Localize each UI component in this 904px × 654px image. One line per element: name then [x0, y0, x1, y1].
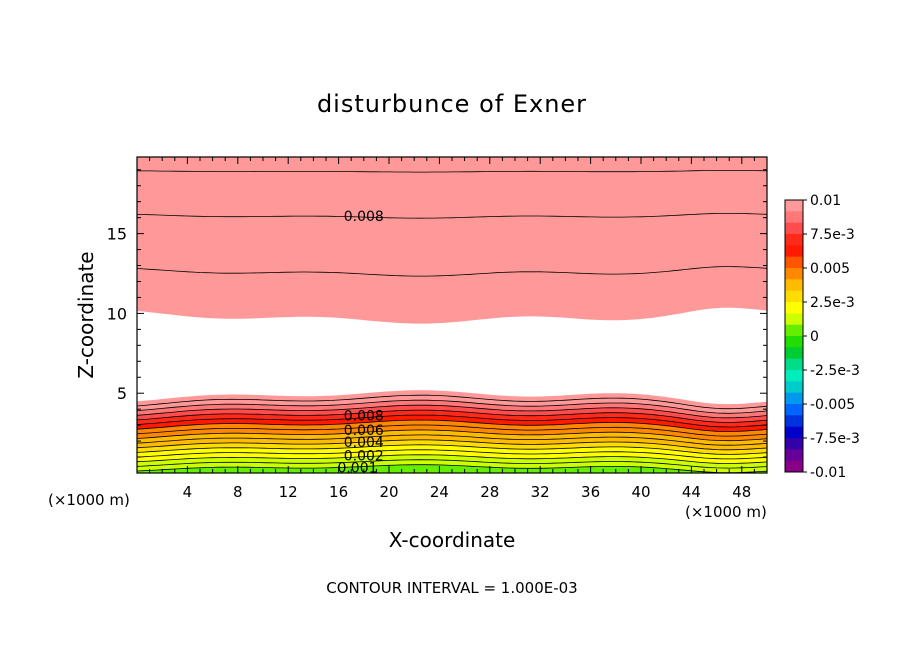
contour-line	[136, 409, 768, 423]
colorbar-swatch	[785, 256, 803, 269]
contour-line	[136, 439, 768, 451]
contour-line	[136, 424, 768, 437]
contour-label: 0.004	[344, 435, 384, 451]
chart-title: disturbunce of Exner	[317, 90, 587, 118]
colorbar-swatch	[785, 347, 803, 360]
colorbar-swatch	[785, 268, 803, 280]
contour-line	[136, 170, 768, 173]
colorbar-swatch	[785, 426, 803, 439]
contour-fill	[137, 157, 767, 473]
axis-ticks	[137, 157, 767, 473]
colorbar-swatch	[785, 324, 803, 337]
contour-line	[136, 266, 768, 277]
contour-lines	[136, 170, 768, 473]
x-tick-label: 24	[430, 483, 449, 501]
contour-label: 0.002	[344, 448, 384, 464]
y-axis-label: Z-coordinate	[74, 251, 98, 378]
x-tick-label: 16	[329, 483, 348, 501]
colorbar-swatch	[785, 290, 803, 303]
colorbar-swatch	[785, 381, 803, 394]
y-tick-label: 15	[107, 225, 127, 244]
colorbar-swatch	[785, 302, 803, 314]
y-tick-label: 10	[107, 304, 127, 323]
x-tick-label: 12	[279, 483, 298, 501]
x-tick-label: 40	[631, 483, 650, 501]
contour-line	[136, 414, 768, 428]
contour-line	[136, 459, 768, 469]
colorbar-swatch	[785, 438, 803, 450]
contour-label: 0.008	[344, 409, 384, 425]
colorbar-swatch	[785, 358, 803, 371]
contour-line	[136, 404, 768, 419]
colorbar-swatch	[785, 392, 803, 405]
y-tick-labels: 5 10 15	[107, 225, 127, 404]
colorbar-swatch	[785, 234, 803, 246]
contour-line	[136, 464, 768, 473]
contour-line	[136, 399, 768, 414]
colorbar-swatch	[785, 460, 803, 473]
colorbar-label: -0.005	[810, 397, 855, 413]
colorbar-swatch	[785, 279, 803, 292]
colorbar-label: -2.5e-3	[810, 363, 860, 379]
y-tick-label: 5	[117, 384, 127, 403]
colorbar-swatch	[785, 404, 803, 416]
colorbar-label: 0.005	[810, 261, 850, 277]
x-axis-label: X-coordinate	[389, 528, 516, 552]
x-tick-label: 28	[480, 483, 499, 501]
colorbar-label: 0	[810, 329, 819, 345]
contour-line	[136, 449, 768, 460]
colorbar-swatch	[785, 449, 803, 462]
colorbar-swatch	[785, 222, 803, 235]
contour-line	[136, 444, 768, 455]
colorbar-swatch	[785, 245, 803, 258]
contour-line	[136, 429, 768, 442]
x-tick-label: 20	[379, 483, 398, 501]
contour-line	[136, 434, 768, 446]
colorbar-label: -7.5e-3	[810, 431, 860, 447]
colorbar-labels: 0.01 7.5e-3 0.005 2.5e-3 0 -2.5e-3 -0.005 -7.5e…	[803, 193, 860, 481]
colorbar-swatch	[785, 415, 803, 428]
contour-line	[136, 394, 768, 410]
colorbar-swatch	[785, 370, 803, 382]
x-tick-label: 36	[581, 483, 600, 501]
contour-label: 0.006	[344, 423, 384, 439]
contour-interval-note: CONTOUR INTERVAL = 1.000E-03	[326, 579, 577, 597]
colorbar-swatch	[785, 313, 803, 326]
x-unit-left: (×1000 m)	[48, 491, 130, 509]
contour-line	[136, 454, 768, 464]
x-unit-right: (×1000 m)	[685, 503, 767, 521]
x-tick-labels: 4 8 12 16 20 24 28 32 36 40 44 48	[183, 483, 752, 501]
colorbar-swatch	[785, 336, 803, 348]
x-tick-label: 44	[682, 483, 701, 501]
contour-line	[136, 213, 768, 219]
colorbar-label: 0.01	[810, 193, 841, 209]
colorbar-swatch	[785, 200, 803, 212]
x-tick-label: 8	[233, 483, 243, 501]
contour-label: 0.001	[337, 460, 377, 476]
colorbar-label: 7.5e-3	[810, 227, 855, 243]
upper-band	[137, 157, 767, 324]
colorbar	[785, 200, 803, 473]
colorbar-label: -0.01	[810, 465, 846, 481]
x-tick-label: 4	[183, 483, 193, 501]
colorbar-label: 2.5e-3	[810, 295, 855, 311]
contour-line	[136, 419, 768, 432]
x-tick-label: 48	[732, 483, 751, 501]
x-tick-label: 32	[531, 483, 550, 501]
contour-label: 0.008	[344, 209, 384, 225]
colorbar-swatch	[785, 211, 803, 224]
